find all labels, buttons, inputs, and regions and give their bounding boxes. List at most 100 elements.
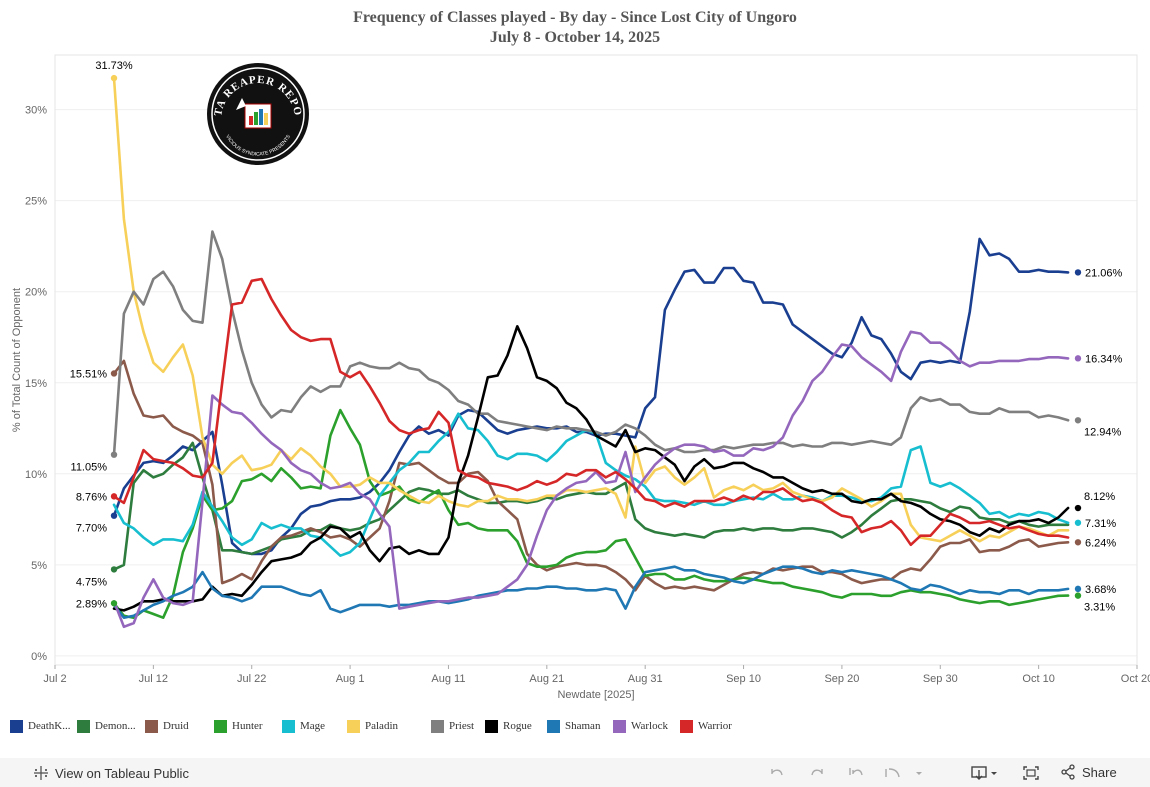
y-tick-label: 30% <box>25 105 47 117</box>
view-on-tableau-label: View on Tableau Public <box>55 765 189 781</box>
legend-label: Priest <box>449 720 475 732</box>
chart-title-line1: Frequency of Classes played - By day - S… <box>353 9 797 26</box>
logo-ring <box>211 67 305 161</box>
data-point-marker <box>110 451 118 458</box>
tableau-icon <box>34 766 48 780</box>
series-lines[interactable] <box>112 76 1070 629</box>
legend-swatch <box>547 719 560 733</box>
chart-title-line2: July 8 - October 14, 2025 <box>489 29 661 46</box>
legend-item-mage[interactable]: Mage <box>282 716 325 736</box>
legend-label: Hunter <box>232 720 263 732</box>
series-line-rogue[interactable] <box>112 325 1070 612</box>
data-label: 3.68% <box>1085 584 1116 596</box>
y-tick-label: 5% <box>31 560 47 572</box>
legend-item-shaman[interactable]: Shaman <box>547 716 600 736</box>
data-label: 15.51% <box>70 368 108 380</box>
x-tick-label: Sep 30 <box>923 673 958 685</box>
legend-item-warlock[interactable]: Warlock <box>613 716 668 736</box>
legend-item-hunter[interactable]: Hunter <box>214 716 263 736</box>
more-dropdown-icon[interactable] <box>914 765 924 781</box>
series-line-druid[interactable] <box>112 359 1070 592</box>
x-tick-label: Sep 10 <box>726 673 761 685</box>
download-icon[interactable] <box>971 765 1001 781</box>
legend-item-rogue[interactable]: Rogue <box>485 716 532 736</box>
legend-label: Demon... <box>95 720 136 732</box>
share-icon <box>1061 764 1075 780</box>
chart-title: Frequency of Classes played - By day - S… <box>0 8 1150 48</box>
logo-bar-icon <box>259 109 263 125</box>
series-line-warlock[interactable] <box>112 330 1070 629</box>
legend-swatch <box>680 719 693 733</box>
data-label: 4.75% <box>76 576 107 588</box>
series-line-warrior[interactable] <box>112 277 1070 547</box>
x-tick-label: Aug 31 <box>628 673 663 685</box>
legend-swatch <box>145 719 158 733</box>
legend-swatch <box>77 719 90 733</box>
legend-label: Shaman <box>565 720 601 732</box>
revert-icon[interactable] <box>848 765 866 781</box>
data-label: 12.94% <box>1084 426 1122 438</box>
legend-item-druid[interactable]: Druid <box>145 716 189 736</box>
legend-label: Rogue <box>503 720 532 732</box>
series-line-hunter[interactable] <box>112 408 1070 619</box>
legend-item-priest[interactable]: Priest <box>431 716 474 736</box>
fullscreen-icon[interactable] <box>1022 765 1040 781</box>
legend-label: Warrior <box>698 720 732 732</box>
legend-swatch <box>10 719 23 733</box>
y-tick-label: 20% <box>25 287 47 299</box>
y-tick-label: 10% <box>25 469 47 481</box>
legend-swatch <box>282 719 295 733</box>
data-label: 3.31% <box>1084 602 1115 614</box>
data-point-marker <box>1074 539 1082 546</box>
data-point-marker <box>1074 519 1082 526</box>
view-on-tableau-button[interactable]: View on Tableau Public <box>33 765 189 781</box>
x-tick-label: Oct 20 <box>1121 673 1150 685</box>
series-line-priest[interactable] <box>112 230 1070 456</box>
tableau-toolbar: View on Tableau Public Share <box>0 758 1150 787</box>
series-line-paladin[interactable] <box>112 76 1070 543</box>
y-tick-label: 25% <box>25 196 47 208</box>
data-point-marker <box>1074 585 1082 593</box>
x-tick-label: Aug 1 <box>336 673 365 685</box>
data-label: 8.76% <box>76 491 107 503</box>
legend-label: DeathK... <box>28 720 71 732</box>
x-tick-label: Oct 10 <box>1022 673 1054 685</box>
data-point-marker <box>1074 504 1082 512</box>
legend-swatch <box>347 719 360 733</box>
series-line-shaman[interactable] <box>112 565 1070 619</box>
x-tick-label: Aug 21 <box>529 673 564 685</box>
legend-item-paladin[interactable]: Paladin <box>347 716 398 736</box>
legend-swatch <box>613 719 626 733</box>
legend-label: Mage <box>300 720 326 732</box>
data-point-marker <box>1074 355 1082 362</box>
y-tick-label: 0% <box>31 651 47 663</box>
data-label: 2.89% <box>76 598 107 610</box>
redo-icon[interactable] <box>808 765 826 781</box>
legend-label: Warlock <box>631 720 668 732</box>
x-tick-label: Aug 11 <box>431 673 465 685</box>
series-line-deathknight[interactable] <box>112 237 1070 556</box>
data-labels: 31.73% 15.51% 11.05% 8.76% 7.70% 4.75% 2.89% 21… <box>70 60 1123 613</box>
data-point-marker <box>110 600 118 607</box>
legend: DeathK... Demon... Druid Hunter Mage Paladin P… <box>10 716 1140 736</box>
share-button[interactable]: Share <box>1060 764 1117 780</box>
plot-area-border <box>54 54 1138 666</box>
data-label: 8.12% <box>1084 491 1115 503</box>
gridlines <box>55 109 1137 657</box>
data-reaper-logo: DATA REAPER REPORT VICIOUS SYNDICATE PRE… <box>207 63 309 165</box>
undo-icon[interactable] <box>768 765 786 781</box>
legend-item-demonhunter[interactable]: Demon... <box>77 716 136 736</box>
y-axis-label: % of Total Count of Opponent <box>11 288 23 432</box>
legend-item-warrior[interactable]: Warrior <box>680 716 732 736</box>
logo-bar-icon <box>249 116 253 125</box>
legend-swatch <box>431 719 444 733</box>
legend-label: Paladin <box>365 720 398 732</box>
data-point-marker <box>110 512 118 519</box>
line-chart[interactable]: 0% 5% 10% 15% 20% 25% 30% Jul 2 Jul 12 Jul 22 Aug … <box>0 0 1150 712</box>
legend-item-deathknight[interactable]: DeathK... <box>10 716 70 736</box>
data-label: 7.31% <box>1085 518 1116 530</box>
pause-icon[interactable] <box>884 765 902 781</box>
share-label: Share <box>1082 764 1117 780</box>
data-point-marker <box>110 74 118 82</box>
x-tick-label: Jul 12 <box>139 673 168 685</box>
